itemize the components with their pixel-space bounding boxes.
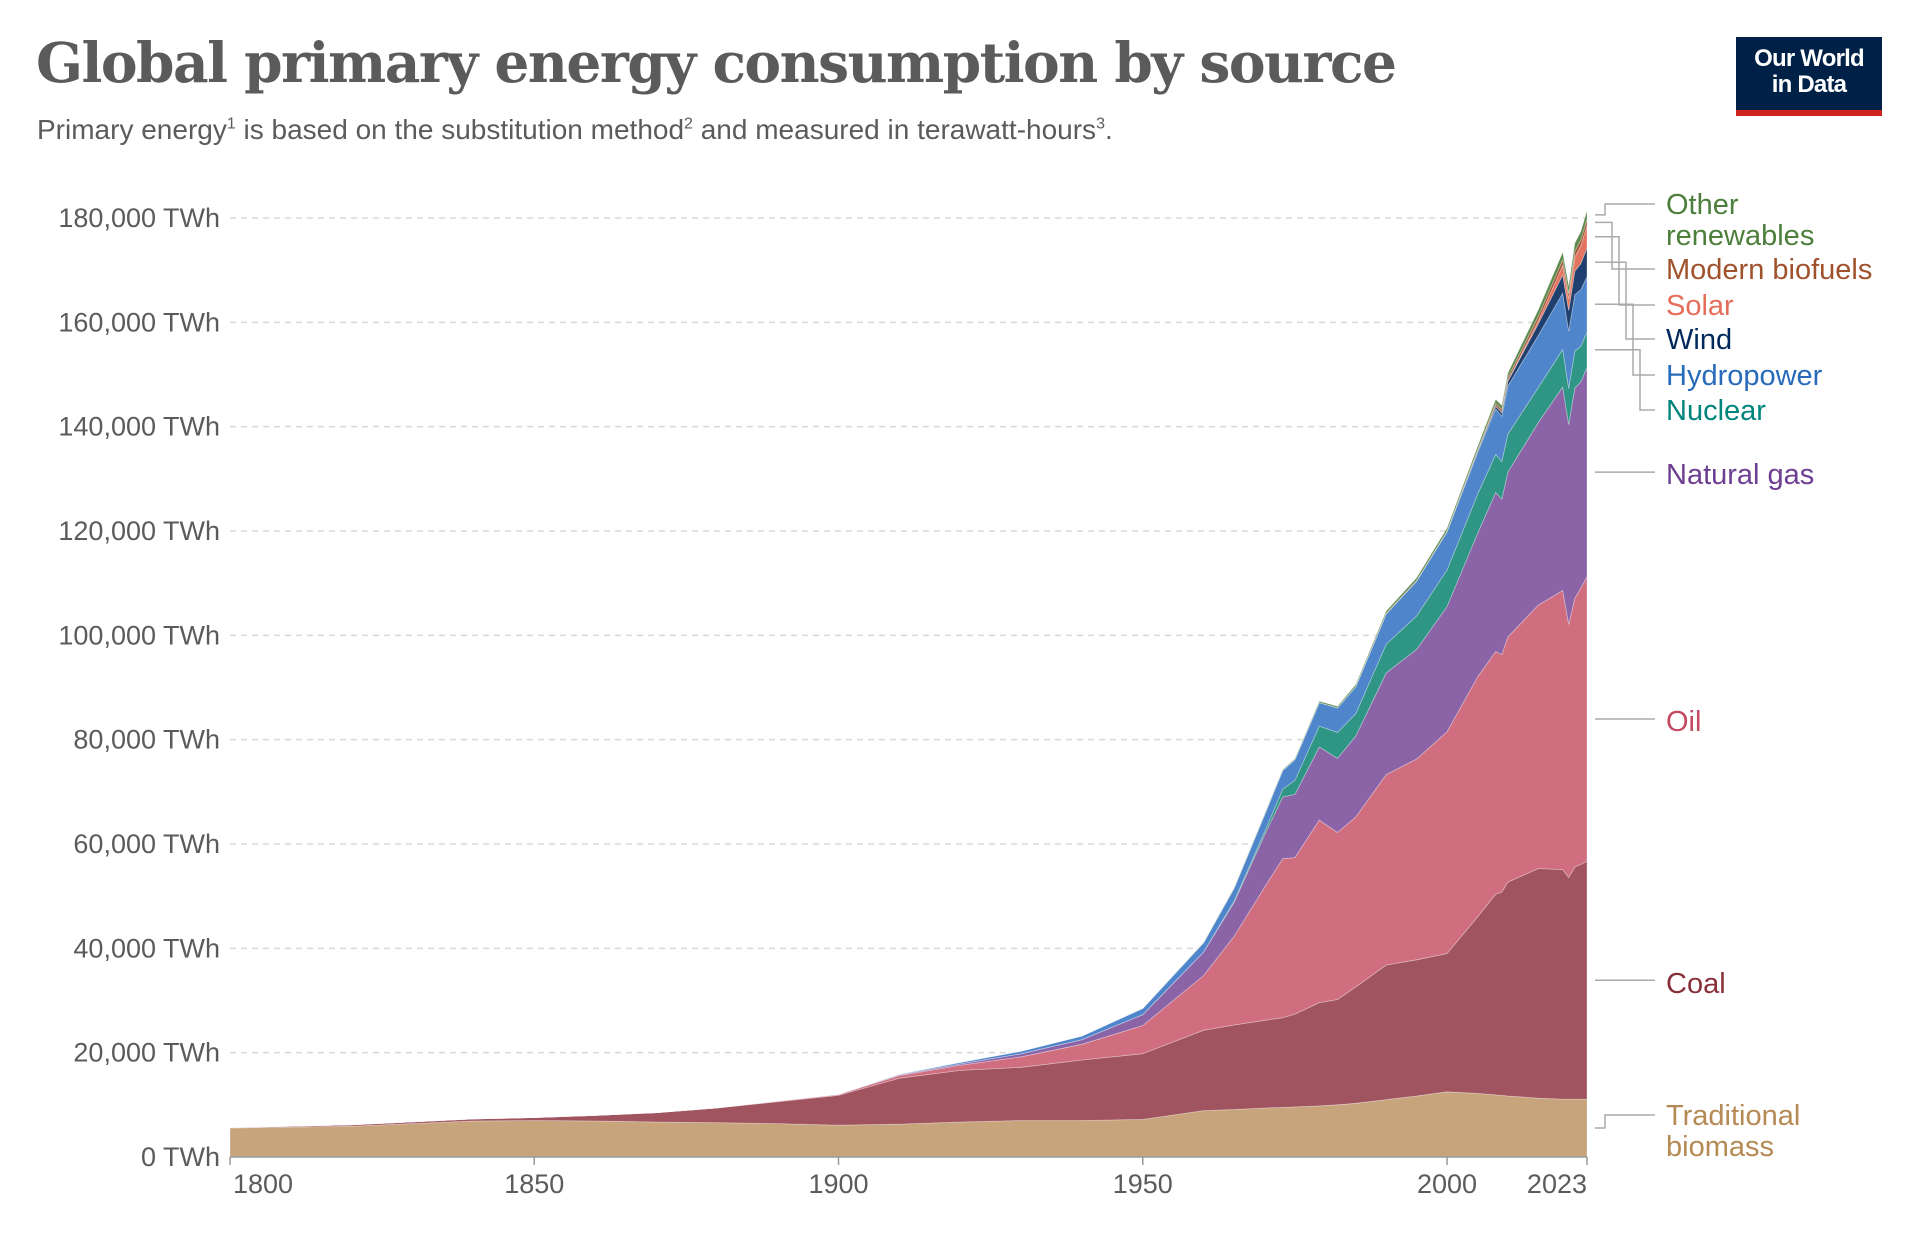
x-tick-label: 1900 (808, 1169, 868, 1199)
area-solar (229, 225, 1588, 1128)
legend-label-modern-biofuels[interactable]: Modern biofuels (1666, 254, 1872, 286)
y-tick-label: 0 TWh (141, 1142, 220, 1172)
legend-label-coal[interactable]: Coal (1666, 968, 1726, 1000)
area-modern-biofuels (229, 219, 1588, 1128)
legend-label-nuclear[interactable]: Nuclear (1666, 395, 1766, 427)
legend-connector (1595, 221, 1655, 270)
x-tick-label: 2000 (1417, 1169, 1477, 1199)
x-tick-label: 1850 (504, 1169, 564, 1199)
y-tick-label: 160,000 TWh (58, 307, 220, 337)
x-axis: 1800 1850 1900 1950 2000 2023 (229, 1156, 1588, 1199)
subtitle-text: Primary energy (37, 114, 227, 145)
area-other-renewables (229, 210, 1588, 1128)
y-tick-label: 120,000 TWh (58, 516, 220, 546)
y-tick-label: 60,000 TWh (73, 829, 220, 859)
x-tick-label: 1800 (233, 1169, 293, 1199)
chart-title: Global primary energy consumption by sou… (36, 30, 1397, 95)
y-tick-label: 140,000 TWh (58, 412, 220, 442)
legend-label-other-renewables[interactable]: Other (1666, 189, 1739, 221)
legend-label-other-renewables[interactable]: renewables (1666, 220, 1814, 252)
legend-connector (1595, 348, 1655, 411)
area-wind (229, 247, 1588, 1128)
legend-label-solar[interactable]: Solar (1666, 290, 1734, 322)
footnote-3[interactable]: 3 (1096, 115, 1105, 133)
legend-connector (1595, 1114, 1655, 1129)
area-hydropower (229, 276, 1588, 1128)
subtitle-text: . (1104, 114, 1113, 145)
footnote-2[interactable]: 2 (684, 115, 693, 133)
y-tick-label: 80,000 TWh (73, 725, 220, 755)
area-natural-gas (229, 367, 1588, 1128)
legend-connector (1595, 261, 1655, 340)
areas (229, 210, 1588, 1158)
y-tick-label: 40,000 TWh (73, 933, 220, 963)
subtitle-text: is based on the substitution method (235, 114, 685, 145)
footnote-1[interactable]: 1 (226, 115, 236, 133)
legend-label-oil[interactable]: Oil (1666, 706, 1701, 738)
owid-logo[interactable]: Our World in Data (1736, 37, 1882, 116)
area-nuclear (229, 331, 1588, 1128)
legend-connector (1595, 235, 1655, 306)
logo-line: Our World (1754, 45, 1864, 72)
legend-label-traditional-biomass[interactable]: Traditional (1666, 1100, 1800, 1132)
x-tick-label: 2023 (1527, 1169, 1587, 1199)
legend-label-natural-gas[interactable]: Natural gas (1666, 459, 1814, 491)
y-tick-label: 180,000 TWh (58, 203, 220, 233)
x-tick-label: 1950 (1113, 1169, 1173, 1199)
legend-label-hydropower[interactable]: Hydropower (1666, 360, 1823, 392)
chart-subtitle: Primary energy1 is based on the substitu… (37, 114, 1113, 146)
y-tick-label: 20,000 TWh (73, 1038, 220, 1068)
y-axis: 0 TWh 20,000 TWh 40,000 TWh 60,000 TWh 80,00… (58, 203, 220, 1172)
legend-label-traditional-biomass[interactable]: biomass (1666, 1131, 1774, 1163)
logo-line: in Data (1771, 71, 1847, 98)
subtitle-text: and measured in terawatt-hours (692, 114, 1097, 145)
legend-label-wind[interactable]: Wind (1666, 324, 1732, 356)
legend-connector (1595, 203, 1655, 216)
y-tick-label: 100,000 TWh (58, 620, 220, 650)
